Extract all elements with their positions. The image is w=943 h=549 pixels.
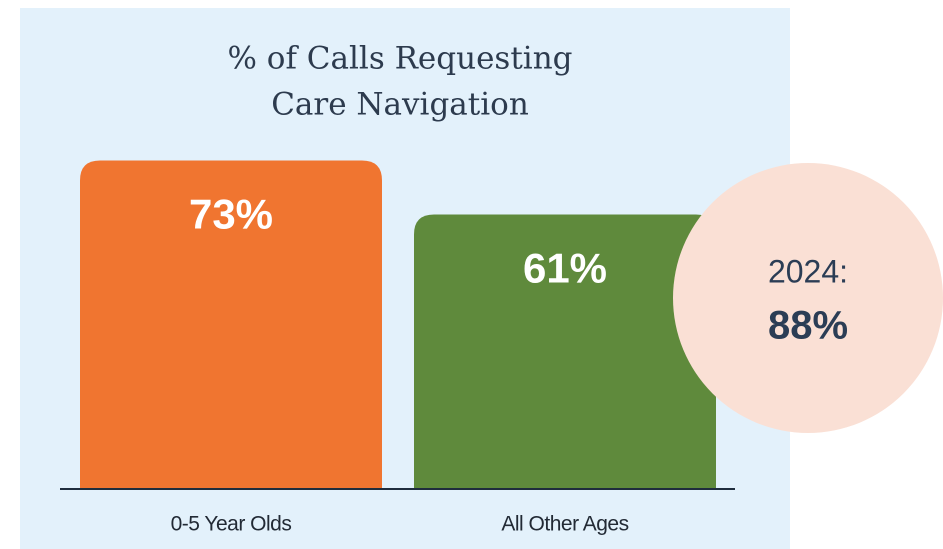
x-tick-label: All Other Ages [501,513,628,536]
x-tick-label: 0-5 Year Olds [171,513,292,536]
annotation-label: 2024: [768,253,848,289]
chart-title: Care Navigation [271,87,529,123]
bar [414,214,716,489]
annotation-circle [673,163,943,433]
chart-title: % of Calls Requesting [227,41,572,77]
bar [80,160,382,489]
bars [80,160,716,489]
value-label: 73% [189,191,273,238]
annotation-value: 88% [768,304,848,348]
value-label: 61% [523,245,607,292]
